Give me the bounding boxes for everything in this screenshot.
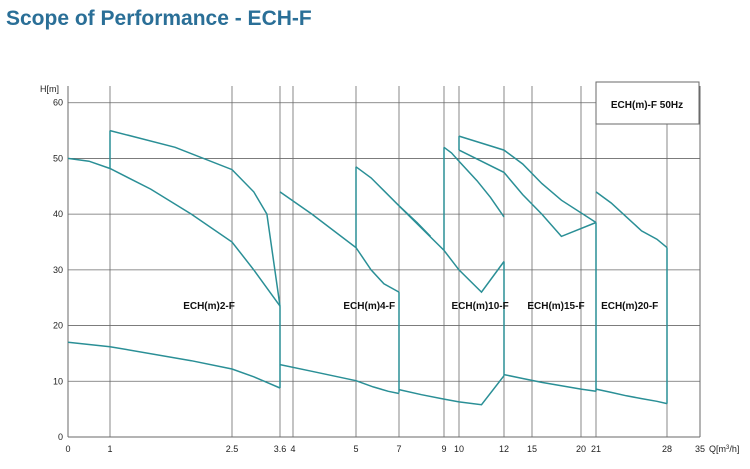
- curve-layer: [67, 129, 668, 406]
- curve-upper-echm2-f: [109, 129, 281, 307]
- y-tick-label: 0: [58, 432, 63, 442]
- curve-min-echm4-f: [279, 363, 400, 395]
- curve-upper-echm10-f: [443, 146, 505, 218]
- y-axis-title: H[m]: [40, 84, 59, 94]
- x-axis-title-prefix: Q[m: [709, 444, 726, 454]
- curve-min-echm20-f: [595, 388, 668, 405]
- x-tick-label: 0: [65, 444, 70, 454]
- legend-text: ECH(m)-F 50Hz: [611, 100, 683, 111]
- region-label: ECH(m)4-F: [343, 301, 395, 312]
- y-tick-label: 60: [53, 98, 63, 108]
- y-tick-label: 40: [53, 209, 63, 219]
- curve-min-echm10-f: [398, 375, 505, 406]
- axis-title-layer: H[m] Q[m3/h]: [40, 84, 739, 454]
- x-tick-label: 10: [454, 444, 464, 454]
- x-tick-label: 28: [662, 444, 672, 454]
- x-tick-label: 7: [396, 444, 401, 454]
- x-tick-label: 15: [527, 444, 537, 454]
- region-label: ECH(m)2-F: [183, 301, 235, 312]
- x-tick-label: 21: [591, 444, 601, 454]
- x-axis-title: Q[m3/h]: [709, 444, 739, 454]
- y-tick-label: 50: [53, 153, 63, 163]
- x-tick-label: 4: [290, 444, 295, 454]
- x-tick-label: 35: [695, 444, 705, 454]
- y-tick-label: 10: [53, 376, 63, 386]
- x-axis-title-suffix: /h]: [729, 444, 739, 454]
- x-tick-label: 3.6: [274, 444, 287, 454]
- x-tick-label: 1: [107, 444, 112, 454]
- curve-min-echm2-f: [67, 341, 281, 389]
- x-tick-label: 12: [499, 444, 509, 454]
- curve-min-echm15-f: [503, 373, 597, 393]
- curve-secondary-echm15-f: [458, 149, 597, 238]
- region-label: ECH(m)15-F: [527, 301, 584, 312]
- x-tick-label: 2.5: [226, 444, 239, 454]
- curve-secondary-echm2-f: [67, 157, 281, 307]
- x-tick-label: 20: [576, 444, 586, 454]
- curve-upper-echm4-f: [279, 191, 400, 293]
- page-title: Scope of Performance - ECH-F: [6, 7, 312, 30]
- curve-upper-echm15-f: [458, 135, 597, 224]
- curve-upper-echm20-f: [595, 191, 668, 249]
- label-layer: ECH(m)2-F ECH(m)4-F ECH(m)10-F ECH(m)15-F EC…: [183, 301, 658, 312]
- y-tick-label: 20: [53, 321, 63, 331]
- x-axis-title-sup: 3: [726, 445, 730, 451]
- legend-layer: ECH(m)-F 50Hz: [595, 81, 700, 125]
- x-tick-label: 5: [353, 444, 358, 454]
- region-label: ECH(m)20-F: [601, 301, 658, 312]
- y-tick-label: 30: [53, 265, 63, 275]
- curve-secondary-echm10-f: [398, 205, 505, 294]
- legend-box: [595, 81, 700, 125]
- x-tick-label: 9: [441, 444, 446, 454]
- region-label: ECH(m)10-F: [452, 301, 509, 312]
